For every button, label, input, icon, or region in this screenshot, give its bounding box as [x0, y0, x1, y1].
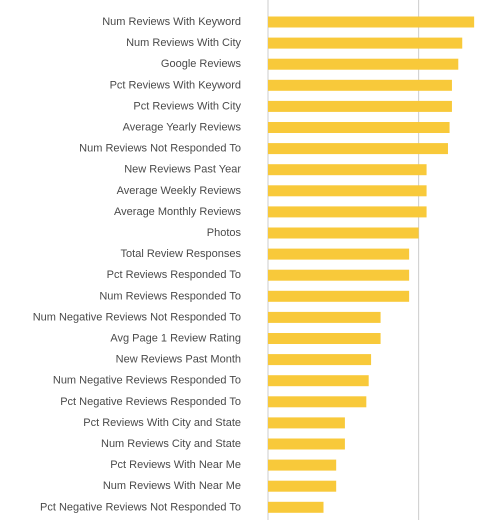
- bar: [268, 143, 448, 155]
- bar: [268, 164, 427, 176]
- category-label: Pct Reviews Responded To: [107, 269, 241, 281]
- bar: [268, 290, 410, 302]
- bar: [268, 333, 381, 344]
- bar: [268, 396, 367, 408]
- category-label: New Reviews Past Month: [116, 354, 241, 366]
- bar: [268, 438, 345, 450]
- bar: [268, 480, 337, 492]
- bar: [268, 16, 475, 28]
- category-label: Average Monthly Reviews: [114, 206, 241, 218]
- bar: [268, 269, 410, 281]
- bar: [268, 311, 381, 323]
- category-label: Num Negative Reviews Responded To: [53, 375, 241, 387]
- bar: [268, 417, 345, 429]
- bar: [268, 354, 372, 366]
- category-label: Pct Reviews With Keyword: [110, 79, 241, 91]
- category-label: Photos: [207, 227, 242, 239]
- category-label: Num Reviews Not Responded To: [79, 143, 241, 155]
- category-label: Google Reviews: [161, 58, 242, 70]
- category-label: Num Reviews City and State: [101, 438, 241, 450]
- bar: [268, 248, 410, 260]
- category-label: Num Reviews With Near Me: [103, 480, 241, 492]
- bar: [268, 122, 450, 133]
- bar: [268, 37, 463, 49]
- category-label: Pct Reviews With City and State: [83, 417, 241, 429]
- category-label: Pct Negative Reviews Not Responded To: [40, 501, 241, 513]
- category-labels: Num Reviews With Keyword Num Reviews With…: [33, 16, 242, 513]
- category-label: Average Weekly Reviews: [117, 185, 242, 197]
- bar: [268, 79, 452, 91]
- bar: [268, 501, 324, 513]
- category-label: Num Negative Reviews Not Responded To: [33, 311, 241, 323]
- category-label: Pct Reviews With Near Me: [110, 459, 241, 471]
- category-label: Num Reviews Responded To: [99, 290, 241, 302]
- category-label: Avg Page 1 Review Rating: [110, 333, 241, 345]
- category-label: Num Reviews With City: [126, 37, 241, 49]
- category-label: Pct Reviews With City: [133, 100, 241, 112]
- bars-layer: [268, 16, 475, 513]
- category-label: Num Reviews With Keyword: [102, 16, 241, 28]
- bar: [268, 206, 427, 218]
- bar: [268, 459, 337, 471]
- category-label: New Reviews Past Year: [124, 164, 241, 176]
- bar: [268, 185, 427, 197]
- category-label: Total Review Responses: [121, 248, 242, 260]
- category-label: Average Yearly Reviews: [123, 122, 242, 134]
- category-label: Pct Negative Reviews Responded To: [60, 396, 241, 408]
- bar: [268, 100, 452, 112]
- bar: [268, 375, 369, 387]
- bar: [268, 227, 419, 239]
- bar: [268, 58, 459, 70]
